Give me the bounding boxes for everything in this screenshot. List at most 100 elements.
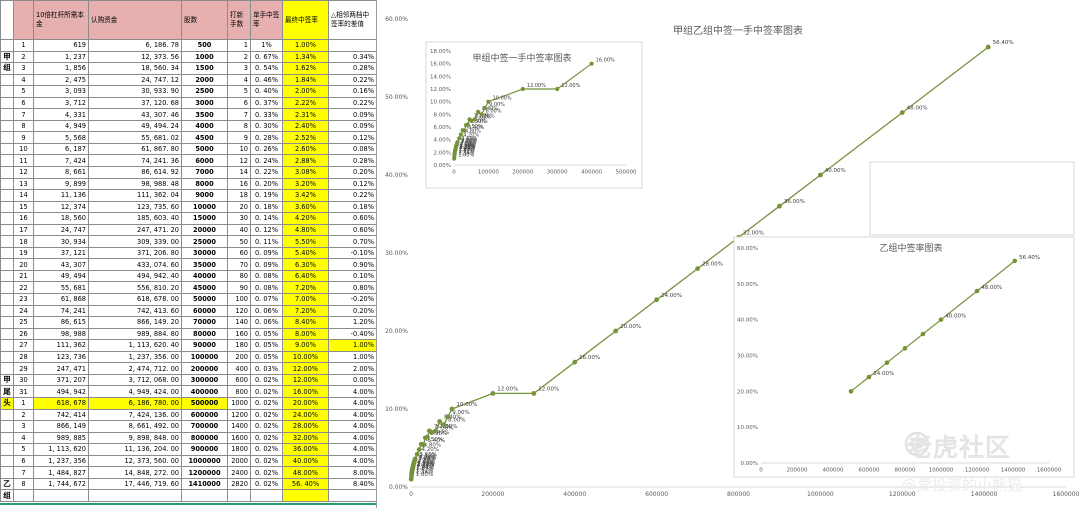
row-rate[interactable]: 0. 07%: [250, 293, 283, 306]
row-lots[interactable]: 70: [227, 258, 251, 271]
row-diff[interactable]: 0.70%: [328, 235, 376, 248]
row-fund[interactable]: 185, 603. 40: [88, 212, 182, 225]
row-final-rate[interactable]: 8.40%: [282, 316, 329, 329]
row-capital[interactable]: 742, 414: [33, 408, 89, 422]
row-group[interactable]: [0, 235, 14, 248]
row-capital[interactable]: 1, 237, 356: [33, 454, 89, 468]
row-lots[interactable]: 7: [227, 108, 251, 121]
row-shares[interactable]: 80000: [181, 327, 228, 341]
row-rate[interactable]: 0. 26%: [250, 142, 283, 156]
row-rate[interactable]: 1%: [250, 39, 283, 52]
row-final-rate[interactable]: 4.20%: [282, 212, 329, 225]
row-lots[interactable]: 9: [227, 131, 251, 144]
row-shares[interactable]: 500000: [181, 396, 228, 410]
row-final-rate[interactable]: 32.00%: [282, 431, 329, 445]
row-final-rate[interactable]: 1.84%: [282, 73, 329, 87]
row-shares[interactable]: 600000: [181, 408, 228, 422]
row-shares[interactable]: 2500: [181, 85, 228, 98]
row-lots[interactable]: 10: [227, 142, 251, 156]
row-rate[interactable]: 0. 67%: [250, 50, 283, 64]
row-rate[interactable]: 0. 02%: [250, 396, 283, 410]
row-rate[interactable]: 0. 08%: [250, 269, 283, 283]
row-shares[interactable]: 45000: [181, 281, 228, 295]
row-no[interactable]: 22: [13, 281, 34, 295]
row-no[interactable]: 15: [13, 200, 34, 214]
row-rate[interactable]: 0. 02%: [250, 385, 283, 398]
row-diff[interactable]: 8.40%: [328, 477, 376, 491]
row-final-rate[interactable]: 2.31%: [282, 108, 329, 121]
row-diff[interactable]: 0.28%: [328, 154, 376, 167]
row-no[interactable]: 11: [13, 154, 34, 167]
row-group[interactable]: 头: [0, 396, 14, 410]
row-no[interactable]: 17: [13, 223, 34, 237]
row-diff[interactable]: 4.00%: [328, 420, 376, 433]
row-diff[interactable]: 0.60%: [328, 212, 376, 225]
row-fund[interactable]: 371, 206. 80: [88, 246, 182, 260]
row-capital[interactable]: 86, 615: [33, 316, 89, 329]
row-no[interactable]: 29: [13, 362, 34, 375]
row-diff[interactable]: 0.12%: [328, 177, 376, 191]
row-lots[interactable]: 200: [227, 350, 251, 364]
row-rate[interactable]: 0. 14%: [250, 212, 283, 225]
row-shares[interactable]: [181, 489, 228, 502]
row-shares[interactable]: 70000: [181, 316, 228, 329]
row-final-rate[interactable]: 12.00%: [282, 373, 329, 387]
row-lots[interactable]: 1200: [227, 408, 251, 422]
row-final-rate[interactable]: 7.20%: [282, 304, 329, 318]
row-capital[interactable]: 3, 093: [33, 85, 89, 98]
row-final-rate[interactable]: 5.40%: [282, 246, 329, 260]
row-diff[interactable]: 1.00%: [328, 350, 376, 364]
row-final-rate[interactable]: 3.42%: [282, 189, 329, 202]
row-diff[interactable]: 0.20%: [328, 166, 376, 179]
row-shares[interactable]: 800000: [181, 431, 228, 445]
row-rate[interactable]: 0. 19%: [250, 189, 283, 202]
row-diff[interactable]: 0.10%: [328, 269, 376, 283]
row-fund[interactable]: 86, 614. 92: [88, 166, 182, 179]
row-capital[interactable]: 1, 856: [33, 62, 89, 75]
row-shares[interactable]: 7000: [181, 166, 228, 179]
row-no[interactable]: 21: [13, 269, 34, 283]
row-shares[interactable]: 3500: [181, 108, 228, 121]
row-final-rate[interactable]: 16.00%: [282, 385, 329, 398]
row-shares[interactable]: 700000: [181, 420, 228, 433]
row-final-rate[interactable]: 10.00%: [282, 350, 329, 364]
row-capital[interactable]: 123, 736: [33, 350, 89, 364]
row-rate[interactable]: 0. 02%: [250, 443, 283, 456]
row-no[interactable]: 4: [13, 431, 34, 445]
row-capital[interactable]: [33, 489, 89, 502]
row-capital[interactable]: 24, 747: [33, 223, 89, 237]
row-fund[interactable]: 7, 424, 136. 00: [88, 408, 182, 422]
row-final-rate[interactable]: 7.20%: [282, 281, 329, 295]
row-final-rate[interactable]: 2.88%: [282, 154, 329, 167]
row-lots[interactable]: 5: [227, 85, 251, 98]
row-diff[interactable]: 4.00%: [328, 431, 376, 445]
row-capital[interactable]: 989, 885: [33, 431, 89, 445]
row-lots[interactable]: 2: [227, 50, 251, 64]
row-group[interactable]: [0, 454, 14, 468]
row-shares[interactable]: 35000: [181, 258, 228, 271]
row-shares[interactable]: 1000: [181, 50, 228, 64]
row-no[interactable]: 24: [13, 304, 34, 318]
row-shares[interactable]: 30000: [181, 246, 228, 260]
row-no[interactable]: 10: [13, 142, 34, 156]
row-fund[interactable]: 11, 136, 204. 00: [88, 443, 182, 456]
row-no[interactable]: 5: [13, 443, 34, 456]
row-shares[interactable]: 100000: [181, 350, 228, 364]
row-group[interactable]: [0, 223, 14, 237]
row-fund[interactable]: 18, 560. 34: [88, 62, 182, 75]
row-capital[interactable]: 619: [33, 39, 89, 52]
row-no[interactable]: 7: [13, 466, 34, 479]
row-rate[interactable]: 0. 05%: [250, 350, 283, 364]
row-rate[interactable]: 0. 54%: [250, 62, 283, 75]
row-rate[interactable]: 0. 02%: [250, 408, 283, 422]
row-group[interactable]: [0, 39, 14, 52]
row-no[interactable]: 5: [13, 85, 34, 98]
row-diff[interactable]: 4.00%: [328, 385, 376, 398]
row-fund[interactable]: 742, 413. 60: [88, 304, 182, 318]
row-rate[interactable]: 0. 02%: [250, 431, 283, 445]
row-no[interactable]: 31: [13, 385, 34, 398]
row-diff[interactable]: 0.80%: [328, 281, 376, 295]
row-diff[interactable]: 0.08%: [328, 142, 376, 156]
row-final-rate[interactable]: 56. 40%: [282, 477, 329, 491]
row-capital[interactable]: 6, 187: [33, 142, 89, 156]
